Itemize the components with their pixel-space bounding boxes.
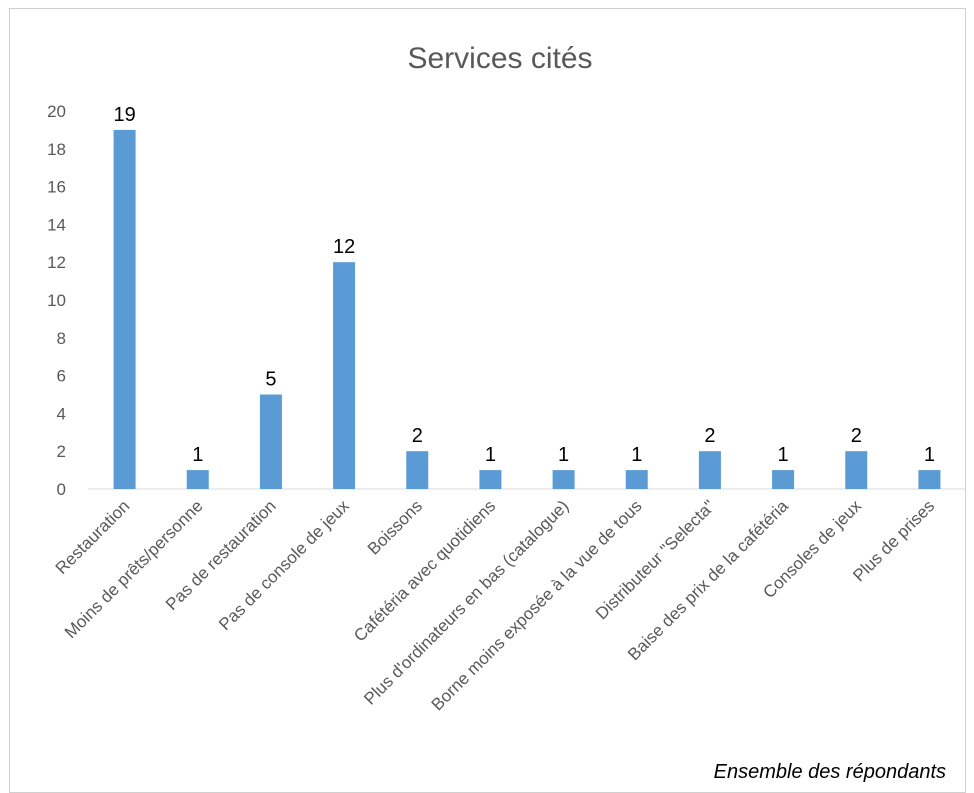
bar	[698, 451, 721, 489]
chart-frame	[9, 8, 966, 793]
data-label: 19	[113, 104, 135, 126]
data-label: 2	[412, 425, 423, 447]
data-label: 1	[778, 444, 789, 466]
data-label: 1	[924, 444, 935, 466]
category-label: Cafétéria avec quotidiens	[350, 496, 499, 645]
y-tick-label: 2	[57, 442, 66, 461]
y-tick-label: 12	[47, 253, 66, 272]
y-tick-label: 6	[57, 367, 66, 386]
bar	[113, 129, 136, 489]
data-label: 5	[265, 369, 276, 391]
data-label: 1	[558, 444, 569, 466]
category-label: Pas de console de jeux	[215, 496, 353, 634]
data-label: 1	[192, 444, 203, 466]
bars-group	[113, 129, 941, 489]
bar	[186, 470, 209, 489]
y-tick-label: 18	[47, 140, 66, 159]
bar	[845, 451, 868, 489]
bar	[772, 470, 795, 489]
category-label: Moins de prêts/personne	[61, 496, 207, 642]
data-label: 1	[631, 444, 642, 466]
bar	[333, 262, 356, 489]
y-tick-label: 14	[47, 215, 66, 234]
chart-title: Services cités	[407, 42, 592, 75]
data-label: 12	[333, 236, 355, 258]
data-label: 1	[485, 444, 496, 466]
bar	[552, 470, 575, 489]
category-label: Restauration	[52, 496, 134, 578]
bar	[479, 470, 502, 489]
bar	[259, 394, 282, 489]
data-label: 2	[851, 425, 862, 447]
bar	[406, 451, 429, 489]
category-label: Boissons	[364, 496, 426, 558]
respondents-note: Ensemble des répondants	[714, 761, 946, 783]
y-tick-label: 20	[47, 102, 66, 121]
bar	[625, 470, 648, 489]
y-tick-label: 8	[57, 329, 66, 348]
y-tick-label: 4	[57, 404, 66, 423]
y-tick-label: 10	[47, 291, 66, 310]
y-tick-label: 16	[47, 178, 66, 197]
y-tick-label: 0	[57, 480, 66, 499]
category-label: Distributeur "Selecta"	[592, 496, 719, 623]
y-axis-ticks: 0 2 4 6 8 10 12 14 16 18 20	[47, 102, 66, 499]
data-label: 2	[704, 425, 715, 447]
bar	[918, 470, 941, 489]
